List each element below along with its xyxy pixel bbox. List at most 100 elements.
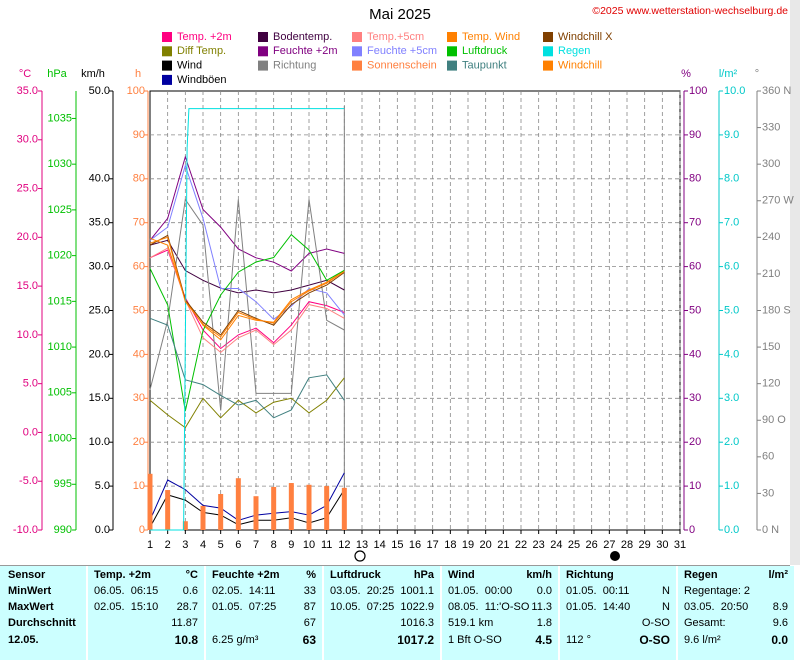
x-tick-label: 8 — [271, 539, 277, 551]
y-tick-label: 1030 — [48, 158, 72, 170]
cell-left: 01.05. 00:11 — [566, 585, 630, 597]
x-tick-label: 27 — [603, 539, 615, 551]
legend-label: Feuchte +5cm — [367, 45, 437, 57]
legend-label: Richtung — [273, 60, 316, 72]
cell-right: 0.0 — [536, 585, 552, 597]
y-tick-label: 5.0 — [95, 480, 110, 492]
axis-title: km/h — [81, 68, 105, 80]
legend-label: Diff Temp. — [177, 45, 226, 57]
y-tick-label: 10.0 — [17, 329, 38, 341]
x-tick-label: 3 — [182, 539, 188, 551]
x-tick-label: 12 — [338, 539, 350, 551]
row-label: MinWert — [8, 585, 52, 597]
y-tick-label: 30.0 — [89, 261, 110, 273]
y-tick-label: 20 — [689, 436, 701, 448]
y-tick-label: 90 — [689, 129, 701, 141]
axis-title: hPa — [47, 68, 67, 80]
y-tick-label: 300 — [762, 158, 780, 170]
series-line — [149, 377, 345, 429]
legend-label: Wind — [177, 60, 202, 72]
y-tick-label: 80 — [689, 173, 701, 185]
table-block: Wind km/h 01.05. 00:00 0.0 08.05. 11:'O-SO 11… — [442, 566, 558, 660]
x-tick-label: 5 — [218, 539, 224, 551]
y-tick-label: 270 W — [762, 195, 794, 207]
legend-swatch — [447, 60, 457, 71]
cell-left: Gesamt: — [684, 617, 726, 629]
y-tick-label: 70 — [133, 217, 145, 229]
cell-right: 0.6 — [182, 585, 198, 597]
header-unit: hPa — [413, 569, 434, 581]
y-tick-label: 20.0 — [17, 231, 38, 243]
y-tick-label: -5.0 — [19, 475, 38, 487]
legend-label: Windchill — [558, 60, 602, 72]
series-line — [149, 236, 345, 338]
cell-right: 0.0 — [771, 633, 788, 647]
header-unit: % — [306, 569, 316, 581]
legend-swatch — [258, 32, 268, 42]
x-tick-label: 15 — [391, 539, 403, 551]
row-label: 12.05. — [8, 634, 39, 646]
cell-right: 1016.3 — [400, 617, 434, 629]
y-tick-label: 0 — [689, 524, 695, 536]
row-label: MaxWert — [8, 601, 54, 613]
legend-swatch — [447, 32, 457, 42]
y-tick-label: 1025 — [48, 204, 72, 216]
y-tick-label: 100 — [127, 85, 145, 97]
cell-left: 01.05. 14:40 — [566, 601, 631, 613]
y-tick-label: 9.0 — [724, 129, 739, 141]
cell-right: 1.8 — [536, 617, 552, 629]
y-tick-label: 30 — [762, 487, 774, 499]
x-tick-label: 26 — [586, 539, 598, 551]
y-tick-label: 1005 — [48, 387, 72, 399]
header-cell: Sensor — [8, 569, 46, 581]
x-tick-label: 10 — [303, 539, 315, 551]
x-tick-label: 22 — [515, 539, 527, 551]
cell-right: 4.5 — [535, 633, 552, 647]
cell-right: 87 — [303, 601, 316, 613]
x-tick-label: 30 — [656, 539, 668, 551]
y-tick-label: 80 — [133, 173, 145, 185]
cell-right: 63 — [302, 633, 316, 647]
moon-full — [354, 550, 366, 562]
legend-label: Temp. Wind — [462, 31, 520, 43]
y-tick-label: 210 — [762, 268, 780, 280]
x-tick-label: 17 — [427, 539, 439, 551]
cell-left: 519.1 km — [448, 617, 494, 629]
y-tick-label: 1035 — [48, 112, 72, 124]
y-tick-label: 35.0 — [89, 217, 110, 229]
x-tick-label: 14 — [374, 539, 386, 551]
y-tick-label: 20 — [133, 436, 145, 448]
series-line — [149, 234, 345, 336]
series-line — [149, 489, 345, 528]
y-tick-label: 360 N — [762, 85, 791, 97]
y-tick-label: 3.0 — [724, 392, 739, 404]
cell-right: N — [662, 601, 670, 613]
y-tick-label: 30 — [689, 392, 701, 404]
y-tick-label: 60 — [689, 261, 701, 273]
cell-left: 08.05. 11:'O-SO — [448, 601, 530, 613]
legend-label: Windchill X — [558, 31, 613, 43]
y-tick-label: 50.0 — [89, 85, 110, 97]
x-tick-label: 21 — [497, 539, 509, 551]
x-tick-label: 1 — [147, 539, 153, 551]
bar — [147, 473, 153, 530]
y-tick-label: 1000 — [48, 432, 72, 444]
x-tick-label: 9 — [288, 539, 294, 551]
x-tick-label: 19 — [462, 539, 474, 551]
cell-right: 33 — [303, 585, 316, 597]
y-tick-label: 90 — [133, 129, 145, 141]
x-tick-label: 23 — [533, 539, 545, 551]
bar — [182, 521, 188, 530]
series-line — [149, 233, 345, 412]
cell-left: Regentage: 2 — [684, 585, 751, 597]
y-tick-label: 5.0 — [724, 304, 739, 316]
y-tick-label: 10.0 — [724, 85, 745, 97]
y-tick-label: 40.0 — [89, 173, 110, 185]
summary-table: Sensor MinWert MaxWert Durchschnitt 12.05. Te… — [0, 565, 794, 660]
bar — [235, 478, 241, 530]
y-tick-label: 0.0 — [95, 524, 110, 536]
cell-left: 03.05. 20:50 — [684, 601, 749, 613]
y-tick-label: 1010 — [48, 341, 72, 353]
series-line — [150, 108, 345, 531]
y-tick-label: 0 — [139, 524, 145, 536]
